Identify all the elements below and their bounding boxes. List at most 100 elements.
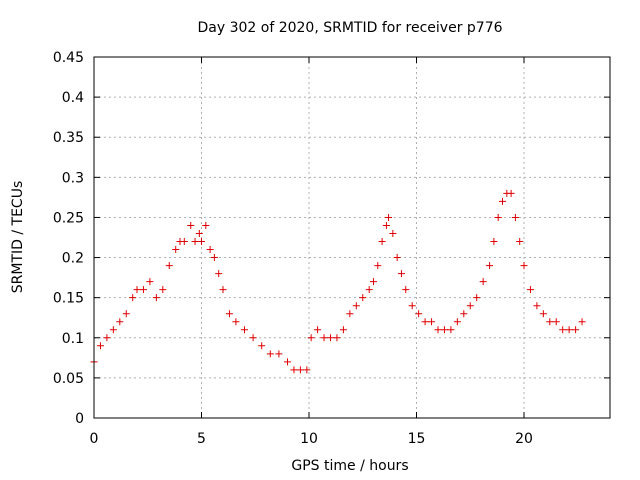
data-point (303, 366, 311, 374)
data-point (516, 238, 524, 246)
data-point (378, 238, 386, 246)
data-point (559, 326, 567, 334)
data-point (479, 278, 487, 286)
data-point (96, 342, 104, 350)
data-point (546, 318, 554, 326)
data-point (307, 334, 315, 342)
data-point (507, 189, 515, 197)
data-point (428, 318, 436, 326)
y-tick-label: 0.1 (62, 331, 84, 347)
data-point (165, 262, 173, 270)
chart-title: Day 302 of 2020, SRMTID for receiver p77… (197, 20, 502, 36)
data-point (202, 221, 210, 229)
data-point (520, 262, 528, 270)
data-point (320, 334, 328, 342)
data-point (333, 334, 341, 342)
y-tick-label: 0.4 (62, 90, 84, 106)
data-point (486, 262, 494, 270)
data-point (314, 326, 322, 334)
data-point (122, 310, 130, 318)
data-point (275, 350, 283, 358)
y-tick-label: 0.2 (62, 251, 84, 267)
data-point (290, 366, 298, 374)
data-point (109, 326, 117, 334)
data-point (526, 286, 534, 294)
x-tick-label: 10 (300, 431, 318, 447)
data-point (152, 294, 160, 302)
axis-ticks: 0 0.05 0.1 0.15 0.2 0.25 0.3 0.35 0.4 0.45 0 5 10 15 2… (53, 50, 610, 447)
data-point (440, 326, 448, 334)
data-point (249, 334, 257, 342)
data-point (346, 310, 354, 318)
data-point (116, 318, 124, 326)
data-point (374, 262, 382, 270)
y-tick-label: 0.45 (53, 50, 84, 66)
data-point (210, 254, 218, 262)
data-point (296, 366, 304, 374)
data-point (499, 197, 506, 205)
data-point (139, 286, 147, 294)
plot-frame (93, 56, 611, 419)
data-point (258, 342, 266, 350)
data-point (103, 334, 111, 342)
data-point (327, 334, 334, 342)
data-point (572, 326, 580, 334)
y-tick-label: 0 (75, 411, 84, 427)
y-axis-label: SRMTID / TECUs (10, 181, 26, 294)
y-tick-label: 0.15 (53, 291, 84, 307)
data-point (133, 286, 141, 294)
data-point (365, 286, 373, 294)
y-tick-label: 0.35 (53, 130, 84, 146)
x-tick-label: 15 (408, 431, 426, 447)
data-point (453, 318, 461, 326)
data-point (539, 310, 547, 318)
data-point (533, 302, 541, 310)
data-point (187, 221, 195, 229)
data-point (421, 318, 429, 326)
data-point (172, 246, 180, 254)
data-point (146, 278, 154, 286)
data-point (511, 213, 519, 221)
data-point (393, 254, 401, 262)
data-point (225, 310, 233, 318)
data-point (129, 294, 137, 302)
data-point (195, 229, 203, 237)
data-point (473, 294, 481, 302)
data-point (460, 310, 468, 318)
data-point (180, 238, 188, 246)
data-point (191, 238, 199, 246)
data-point (339, 326, 347, 334)
data-point (382, 221, 390, 229)
data-point (352, 302, 360, 310)
x-tick-label: 20 (515, 431, 533, 447)
data-point (359, 294, 367, 302)
y-tick-label: 0.05 (53, 371, 84, 387)
data-point (490, 238, 498, 246)
x-axis-label: GPS time / hours (291, 458, 408, 474)
data-point (402, 286, 410, 294)
data-point (385, 213, 393, 221)
data-point (206, 246, 214, 254)
data-points (90, 189, 586, 374)
data-point (232, 318, 240, 326)
data-point (552, 318, 560, 326)
data-point (219, 286, 227, 294)
y-tick-label: 0.3 (62, 170, 84, 186)
data-point (397, 270, 405, 278)
grid-lines (94, 57, 610, 418)
data-point (466, 302, 474, 310)
data-point (159, 286, 167, 294)
data-point (415, 310, 423, 318)
data-point (447, 326, 455, 334)
data-point (578, 318, 586, 326)
x-tick-label: 5 (197, 431, 206, 447)
data-point (266, 350, 274, 358)
data-point (241, 326, 248, 334)
data-point (370, 278, 377, 286)
data-point (389, 229, 397, 237)
x-tick-label: 0 (90, 431, 99, 447)
data-point (408, 302, 416, 310)
data-point (284, 358, 291, 366)
